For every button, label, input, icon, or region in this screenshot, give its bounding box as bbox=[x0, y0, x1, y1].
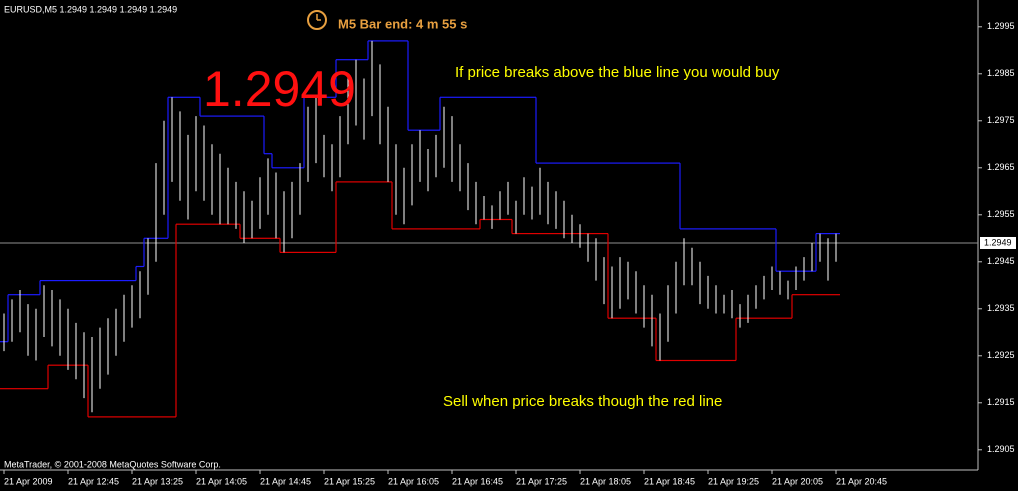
y-tick-label: 1.2905 bbox=[987, 444, 1015, 454]
last-price-label: 1.2949 bbox=[984, 237, 1012, 247]
y-tick-label: 1.2925 bbox=[987, 350, 1015, 360]
y-tick-label: 1.2945 bbox=[987, 256, 1015, 266]
footer: MetaTrader, © 2001-2008 MetaQuotes Softw… bbox=[4, 459, 221, 469]
x-tick-label: 21 Apr 14:45 bbox=[260, 476, 311, 486]
x-tick-label: 21 Apr 16:05 bbox=[388, 476, 439, 486]
x-tick-label: 21 Apr 16:45 bbox=[452, 476, 503, 486]
symbol-header: EURUSD,M5 1.2949 1.2949 1.2949 1.2949 bbox=[4, 4, 177, 14]
buy-annotation: If price breaks above the blue line you … bbox=[455, 64, 780, 81]
x-tick-label: 21 Apr 20:05 bbox=[772, 476, 823, 486]
y-tick-label: 1.2985 bbox=[987, 68, 1015, 78]
y-tick-label: 1.2955 bbox=[987, 209, 1015, 219]
x-tick-label: 21 Apr 19:25 bbox=[708, 476, 759, 486]
last-price-box bbox=[980, 236, 1016, 249]
y-tick-label: 1.2915 bbox=[987, 397, 1015, 407]
y-tick-label: 1.2995 bbox=[987, 21, 1015, 31]
sell-annotation: Sell when price breaks though the red li… bbox=[443, 393, 722, 410]
x-tick-label: 21 Apr 20:45 bbox=[836, 476, 887, 486]
clock-icon bbox=[307, 10, 327, 30]
big-price: 1.2949 bbox=[203, 61, 356, 117]
y-tick-label: 1.2975 bbox=[987, 115, 1015, 125]
y-tick-label: 1.2935 bbox=[987, 303, 1015, 313]
x-tick-label: 21 Apr 12:45 bbox=[68, 476, 119, 486]
x-tick-label: 21 Apr 2009 bbox=[4, 476, 53, 486]
x-tick-label: 21 Apr 15:25 bbox=[324, 476, 375, 486]
x-tick-label: 21 Apr 17:25 bbox=[516, 476, 567, 486]
y-tick-label: 1.2965 bbox=[987, 162, 1015, 172]
x-tick-label: 21 Apr 14:05 bbox=[196, 476, 247, 486]
x-tick-label: 21 Apr 18:05 bbox=[580, 476, 631, 486]
bar-timer: M5 Bar end: 4 m 55 s bbox=[338, 16, 467, 31]
x-tick-label: 21 Apr 13:25 bbox=[132, 476, 183, 486]
x-tick-label: 21 Apr 18:45 bbox=[644, 476, 695, 486]
